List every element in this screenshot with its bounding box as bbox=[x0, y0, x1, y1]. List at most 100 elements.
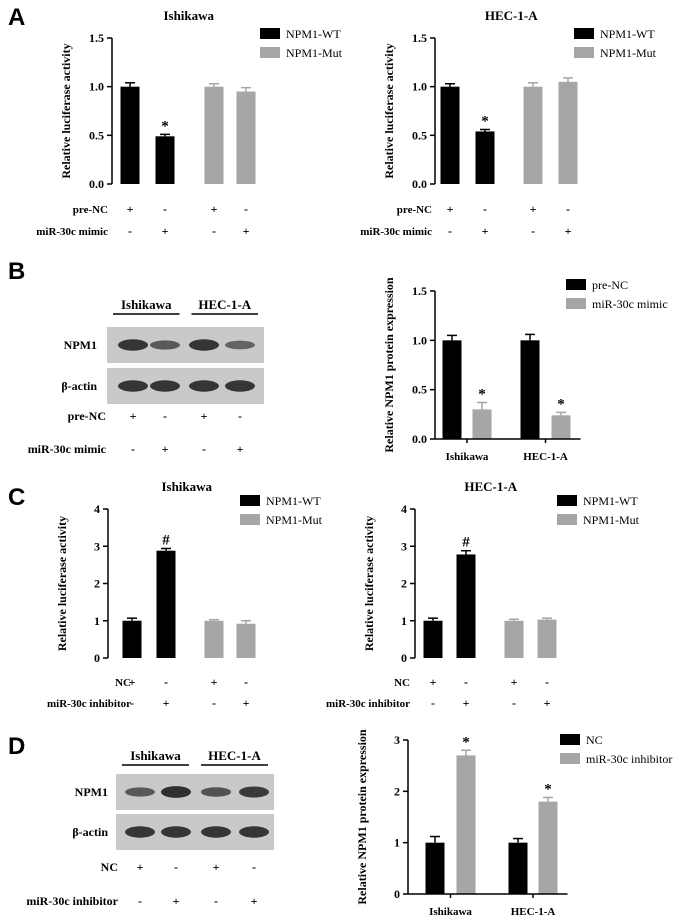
blot-protein-label: β-actin bbox=[61, 379, 97, 393]
legend-label: NPM1-Mut bbox=[286, 46, 343, 60]
significance-mark: * bbox=[544, 781, 552, 797]
treatment-sign: + bbox=[162, 442, 169, 456]
legend-swatch bbox=[260, 28, 280, 39]
panel-label-c: C bbox=[8, 484, 26, 511]
legend-swatch bbox=[260, 47, 280, 58]
legend-swatch bbox=[240, 495, 260, 506]
blot-band bbox=[150, 380, 180, 392]
treatment-sign: - bbox=[431, 696, 435, 710]
y-tick-label: 4 bbox=[401, 502, 407, 516]
y-tick-label: 2 bbox=[94, 577, 100, 591]
bar bbox=[204, 86, 224, 184]
y-tick-label: 2 bbox=[394, 784, 400, 798]
y-tick-label: 0.5 bbox=[412, 128, 427, 142]
y-tick-label: 1.5 bbox=[89, 31, 104, 45]
treatment-sign: + bbox=[201, 409, 208, 423]
bar bbox=[520, 340, 540, 439]
treatment-label: miR-30c mimic bbox=[28, 442, 107, 456]
treatment-sign: + bbox=[137, 860, 144, 874]
y-tick-label: 3 bbox=[94, 539, 100, 553]
treatment-sign: + bbox=[213, 860, 220, 874]
treatment-sign: + bbox=[251, 894, 258, 908]
significance-mark: * bbox=[478, 386, 486, 402]
y-tick-label: 0 bbox=[94, 651, 100, 665]
treatment-sign: + bbox=[173, 894, 180, 908]
significance-mark: # bbox=[162, 532, 170, 548]
bar bbox=[504, 620, 524, 658]
y-axis-label: Relative luciferase activity bbox=[59, 43, 73, 178]
legend-label: NPM1-WT bbox=[583, 494, 638, 508]
treatment-sign: - bbox=[163, 409, 167, 423]
panel-label-b: B bbox=[8, 258, 26, 285]
bar bbox=[456, 755, 476, 894]
treatment-label: miR-30c mimic bbox=[36, 226, 108, 238]
treatment-sign: + bbox=[129, 675, 136, 689]
treatment-sign: + bbox=[211, 202, 218, 216]
y-tick-label: 1.0 bbox=[89, 80, 104, 94]
treatment-sign: + bbox=[430, 675, 437, 689]
panel-label-d: D bbox=[8, 733, 26, 760]
y-tick-label: 1 bbox=[394, 836, 400, 850]
treatment-sign: - bbox=[163, 202, 167, 216]
significance-mark: * bbox=[161, 118, 169, 134]
treatment-sign: - bbox=[448, 224, 452, 238]
x-tick-label: Ishikawa bbox=[429, 906, 472, 918]
treatment-sign: + bbox=[511, 675, 518, 689]
treatment-label: pre-NC bbox=[397, 204, 432, 216]
y-tick-label: 0.5 bbox=[412, 383, 427, 397]
bar bbox=[508, 842, 528, 894]
blot-group-label: HEC-1-A bbox=[208, 748, 261, 763]
x-tick-label: Ishikawa bbox=[446, 451, 489, 463]
blot-protein-label: NPM1 bbox=[75, 785, 108, 799]
treatment-label: NC bbox=[101, 860, 118, 874]
bar bbox=[204, 620, 224, 658]
treatment-sign: + bbox=[243, 224, 250, 238]
blot-group-label: Ishikawa bbox=[130, 748, 181, 763]
blot-band bbox=[161, 826, 191, 838]
treatment-sign: - bbox=[566, 202, 570, 216]
x-tick-label: HEC-1-A bbox=[511, 906, 556, 918]
legend-label: NPM1-WT bbox=[266, 494, 321, 508]
y-tick-label: 3 bbox=[394, 733, 400, 747]
treatment-label: miR-30c inhibitor bbox=[47, 698, 131, 710]
legend-swatch bbox=[240, 514, 260, 525]
treatment-label: miR-30c mimic bbox=[360, 226, 432, 238]
legend-swatch bbox=[566, 279, 586, 290]
legend-label: NPM1-Mut bbox=[600, 46, 657, 60]
blot-group-label: Ishikawa bbox=[121, 297, 172, 312]
legend-swatch bbox=[557, 495, 577, 506]
legend-label: NC bbox=[586, 733, 603, 747]
legend-swatch bbox=[557, 514, 577, 525]
y-tick-label: 2 bbox=[401, 577, 407, 591]
bar bbox=[440, 86, 460, 184]
legend-swatch bbox=[560, 734, 580, 745]
y-tick-label: 3 bbox=[401, 539, 407, 553]
bar bbox=[236, 91, 256, 184]
y-tick-label: 0 bbox=[394, 887, 400, 901]
y-axis-label: Relative luciferase activity bbox=[55, 516, 69, 651]
y-tick-label: 0.5 bbox=[89, 128, 104, 142]
blot-band bbox=[189, 339, 219, 351]
y-tick-label: 1 bbox=[94, 614, 100, 628]
blot-band bbox=[201, 787, 231, 797]
treatment-sign: - bbox=[483, 202, 487, 216]
chart-title: HEC-1-A bbox=[464, 479, 517, 494]
y-tick-label: 0.0 bbox=[412, 432, 427, 446]
bar bbox=[538, 801, 558, 894]
treatment-sign: - bbox=[212, 224, 216, 238]
x-tick-label: HEC-1-A bbox=[523, 451, 568, 463]
significance-mark: * bbox=[557, 396, 565, 412]
blot-band bbox=[161, 786, 191, 798]
treatment-sign: + bbox=[130, 409, 137, 423]
legend-label: pre-NC bbox=[592, 278, 628, 292]
treatment-label: miR-30c inhibitor bbox=[326, 698, 410, 710]
treatment-sign: - bbox=[531, 224, 535, 238]
treatment-sign: + bbox=[127, 202, 134, 216]
legend-label: miR-30c inhibitor bbox=[586, 752, 672, 766]
bar bbox=[122, 620, 142, 658]
treatment-sign: - bbox=[174, 860, 178, 874]
bar bbox=[120, 86, 140, 184]
blot-band bbox=[118, 380, 148, 392]
y-axis-label: Relative luciferase activity bbox=[362, 516, 376, 651]
bar bbox=[537, 619, 557, 658]
